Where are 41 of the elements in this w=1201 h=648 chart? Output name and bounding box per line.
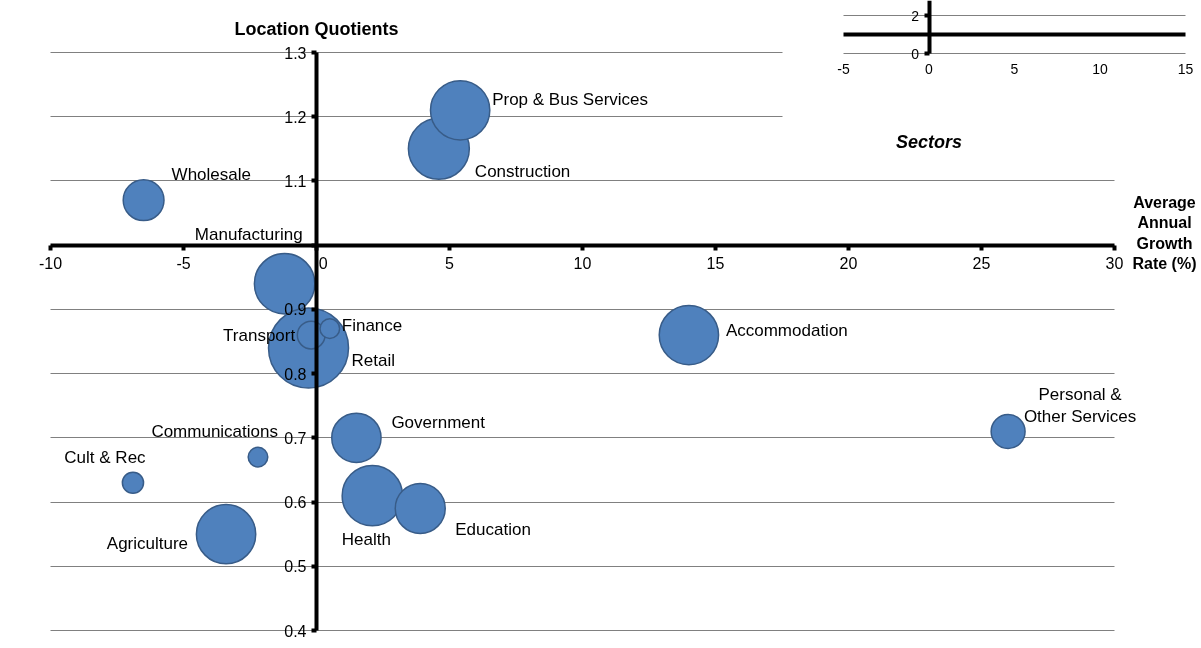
y-tick-label: 1.2 <box>284 108 307 126</box>
x-tick-label: 15 <box>1177 60 1194 77</box>
series-label: Health <box>341 530 391 550</box>
series-label: Retail <box>351 351 395 371</box>
x-axis-title: Sectors <box>895 131 963 152</box>
x-tick-label: 5 <box>1010 60 1019 77</box>
x-tick-label: 10 <box>1092 60 1108 77</box>
y-tick-label: 2 <box>911 7 920 24</box>
series-label: Prop & Bus Services <box>492 89 649 109</box>
x-tick-label: -5 <box>837 60 850 77</box>
x-axis-title: Average Annual Growth Rate (%) <box>1132 194 1197 273</box>
series-label: Wholesale <box>171 164 251 184</box>
series-label: Education <box>455 519 531 539</box>
series-label: Construction <box>474 162 571 182</box>
y-tick-label: 0.6 <box>284 494 307 512</box>
x-tick-label: -5 <box>176 255 191 273</box>
x-tick-label: 0 <box>305 255 328 273</box>
x-tick-label: 5 <box>445 255 455 273</box>
series-label: Communications <box>151 421 278 441</box>
x-tick-label: 10 <box>573 255 592 273</box>
series-label: Cult & Rec <box>64 448 147 468</box>
series-label: Government <box>391 413 486 433</box>
y-tick-label: 0.5 <box>284 558 307 576</box>
x-tick-label: -10 <box>38 255 63 273</box>
y-tick-label: 1.3 <box>284 44 307 62</box>
series-label: Finance <box>341 316 403 336</box>
y-tick-label: 0.7 <box>284 429 307 447</box>
series-label: Accommodation <box>725 320 848 340</box>
y-tick-label: 0.9 <box>284 301 307 319</box>
series-label: Manufacturing <box>194 225 303 245</box>
x-tick-label: 30 <box>1105 255 1124 273</box>
y-tick-label: 0.4 <box>284 622 307 640</box>
series-label: Personal & Other Services <box>1023 384 1137 426</box>
y-tick-label: 0.8 <box>284 365 307 383</box>
x-tick-label: 15 <box>706 255 725 273</box>
x-tick-label: 0 <box>925 60 934 77</box>
y-axis-title: Location Quotients <box>234 18 399 39</box>
y-tick-label: 1.1 <box>284 172 307 190</box>
x-tick-label: 20 <box>839 255 858 273</box>
x-tick-label: 25 <box>972 255 991 273</box>
series-label: Agriculture <box>106 533 189 553</box>
